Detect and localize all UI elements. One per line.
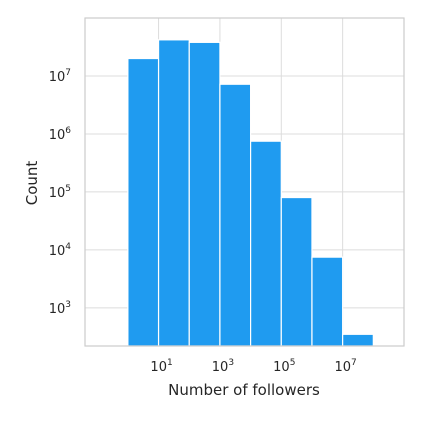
histogram-bar	[127, 57, 160, 347]
histogram-bar	[219, 83, 252, 347]
y-tick-label: 105	[49, 184, 71, 201]
x-tick-label: 105	[273, 358, 295, 375]
y-tick-label: 104	[49, 242, 72, 259]
histogram-bar	[250, 140, 282, 347]
histogram-bar	[280, 196, 313, 347]
histogram-bars	[127, 39, 374, 347]
y-tick-label: 103	[49, 300, 71, 317]
histogram-bar	[311, 256, 344, 347]
x-tick-label: 101	[150, 358, 172, 375]
plot-frame	[84, 17, 405, 347]
x-axis-label: Number of followers	[168, 381, 320, 399]
histogram-bar	[342, 333, 374, 347]
histogram-bar	[188, 41, 221, 347]
y-axis-label: Count	[23, 161, 41, 206]
x-tick-label: 103	[212, 358, 234, 375]
x-tick-label: 107	[335, 358, 357, 375]
y-tick-label: 106	[49, 126, 72, 143]
y-tick-label: 107	[49, 68, 71, 85]
y-axis-ticks: 103 104 105 106 107	[49, 68, 72, 317]
histogram-bar	[157, 39, 190, 347]
x-axis-ticks: 101 103 105 107	[150, 358, 356, 375]
